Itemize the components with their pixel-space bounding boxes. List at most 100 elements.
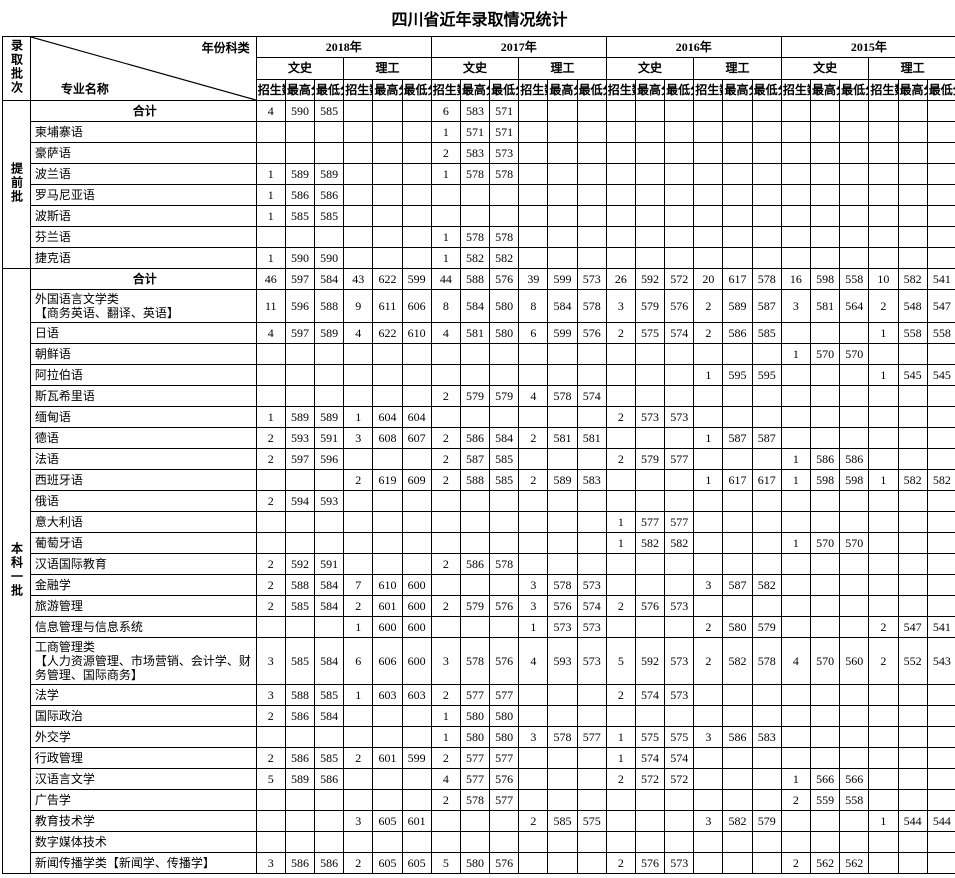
data-cell: 581 [577, 428, 606, 449]
data-cell [635, 386, 664, 407]
data-cell [840, 706, 869, 727]
data-cell [402, 365, 431, 386]
data-cell [898, 832, 927, 853]
data-cell: 587 [723, 428, 752, 449]
data-cell: 574 [577, 596, 606, 617]
data-cell: 3 [694, 811, 723, 832]
data-cell [665, 365, 694, 386]
data-cell [606, 386, 635, 407]
data-cell [811, 512, 840, 533]
data-cell [344, 227, 373, 248]
data-cell [840, 428, 869, 449]
data-cell: 583 [460, 101, 489, 122]
data-cell: 577 [577, 727, 606, 748]
data-cell: 580 [490, 290, 519, 323]
data-cell [752, 491, 781, 512]
data-cell: 3 [344, 428, 373, 449]
data-cell [811, 617, 840, 638]
data-cell [315, 122, 344, 143]
data-cell [694, 407, 723, 428]
data-cell: 596 [315, 449, 344, 470]
table-row: 数字媒体技术 [3, 832, 955, 853]
data-cell: 590 [285, 101, 314, 122]
data-cell [577, 748, 606, 769]
data-cell [460, 206, 489, 227]
data-cell: 600 [402, 617, 431, 638]
data-cell: 2 [869, 638, 898, 685]
data-cell: 579 [752, 617, 781, 638]
data-cell: 573 [577, 269, 606, 290]
data-cell [840, 748, 869, 769]
data-cell: 3 [519, 575, 548, 596]
data-cell [781, 832, 810, 853]
data-cell: 586 [723, 323, 752, 344]
data-cell [548, 832, 577, 853]
data-cell [344, 790, 373, 811]
data-cell [256, 470, 285, 491]
data-cell [519, 769, 548, 790]
data-cell: 572 [665, 269, 694, 290]
data-cell [577, 853, 606, 874]
data-cell: 2 [431, 790, 460, 811]
data-cell [460, 512, 489, 533]
data-cell: 44 [431, 269, 460, 290]
data-cell [840, 323, 869, 344]
data-cell: 4 [344, 323, 373, 344]
data-cell: 611 [373, 290, 402, 323]
data-cell [548, 853, 577, 874]
data-cell [606, 164, 635, 185]
data-cell: 593 [548, 638, 577, 685]
metric-header: 招生数 [256, 79, 285, 100]
data-cell: 558 [840, 269, 869, 290]
data-cell: 573 [665, 407, 694, 428]
data-cell [927, 554, 955, 575]
data-cell [665, 491, 694, 512]
data-cell: 585 [285, 638, 314, 685]
data-cell [723, 769, 752, 790]
data-cell [927, 727, 955, 748]
metric-header: 最低分 [490, 79, 519, 100]
data-cell: 11 [256, 290, 285, 323]
data-cell [548, 365, 577, 386]
data-cell [431, 832, 460, 853]
metric-header: 招生数 [869, 79, 898, 100]
data-cell [577, 344, 606, 365]
data-cell: 586 [840, 449, 869, 470]
major-name: 旅游管理 [30, 596, 256, 617]
metric-header: 最高分 [460, 79, 489, 100]
data-cell [256, 617, 285, 638]
major-name: 外国语言文学类【商务英语、翻译、英语】 [30, 290, 256, 323]
data-cell: 575 [665, 727, 694, 748]
data-cell [869, 575, 898, 596]
data-cell [694, 790, 723, 811]
data-cell [431, 512, 460, 533]
data-cell: 593 [285, 428, 314, 449]
data-cell: 605 [402, 853, 431, 874]
data-cell: 1 [606, 748, 635, 769]
metric-header: 最高分 [723, 79, 752, 100]
data-cell: 2 [256, 575, 285, 596]
data-cell [635, 206, 664, 227]
data-cell: 580 [460, 727, 489, 748]
data-cell: 579 [490, 386, 519, 407]
major-name: 柬埔寨语 [30, 122, 256, 143]
data-cell [781, 554, 810, 575]
data-cell [781, 143, 810, 164]
data-cell: 43 [344, 269, 373, 290]
data-cell [256, 811, 285, 832]
data-cell [927, 407, 955, 428]
data-cell [723, 449, 752, 470]
data-cell [431, 344, 460, 365]
track-header: 理工 [344, 58, 432, 79]
data-cell [898, 491, 927, 512]
data-cell [519, 344, 548, 365]
data-cell: 579 [460, 386, 489, 407]
data-cell [373, 386, 402, 407]
data-cell [840, 227, 869, 248]
major-name: 新闻传播学类【新闻学、传播学】 [30, 853, 256, 874]
data-cell [781, 575, 810, 596]
data-cell [694, 596, 723, 617]
data-cell [315, 811, 344, 832]
data-cell [898, 386, 927, 407]
data-cell: 2 [431, 143, 460, 164]
